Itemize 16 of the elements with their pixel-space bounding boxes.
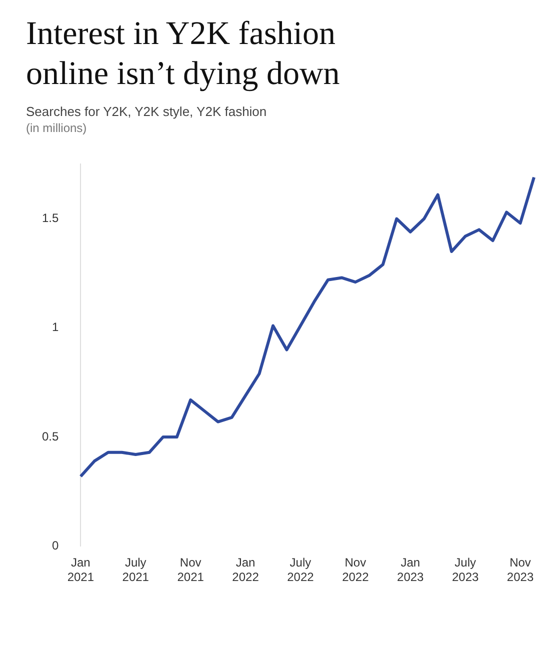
y-tick-label: 1.5 bbox=[42, 211, 59, 226]
chart-title: Interest in Y2K fashion online isn’t dying down bbox=[26, 15, 341, 94]
chart-subtitle: Searches for Y2K, Y2K style, Y2K fashion bbox=[26, 104, 268, 119]
x-tick-label: Nov 2021 bbox=[177, 556, 204, 584]
x-tick-label: July 2023 bbox=[452, 556, 479, 584]
x-tick-label: Jan 2023 bbox=[397, 556, 424, 584]
y-tick-label: 0.5 bbox=[42, 429, 59, 444]
y-tick-label: 1 bbox=[52, 320, 59, 334]
text: (in millions) bbox=[26, 121, 88, 135]
x-tick-label: July 2022 bbox=[287, 556, 314, 584]
x-tick-label: Jan 2022 bbox=[232, 556, 260, 584]
x-tick-label: Jan 2021 bbox=[67, 556, 94, 584]
x-tick-label: Nov 2023 bbox=[506, 556, 534, 584]
x-tick-label: July 2021 bbox=[122, 556, 150, 584]
y-tick-label: 0 bbox=[52, 538, 59, 553]
x-tick-label: Nov 2022 bbox=[342, 556, 370, 584]
